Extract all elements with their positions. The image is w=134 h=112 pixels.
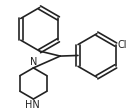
Text: Cl: Cl [117,40,127,50]
Text: HN: HN [25,100,39,110]
Text: N: N [30,57,37,67]
